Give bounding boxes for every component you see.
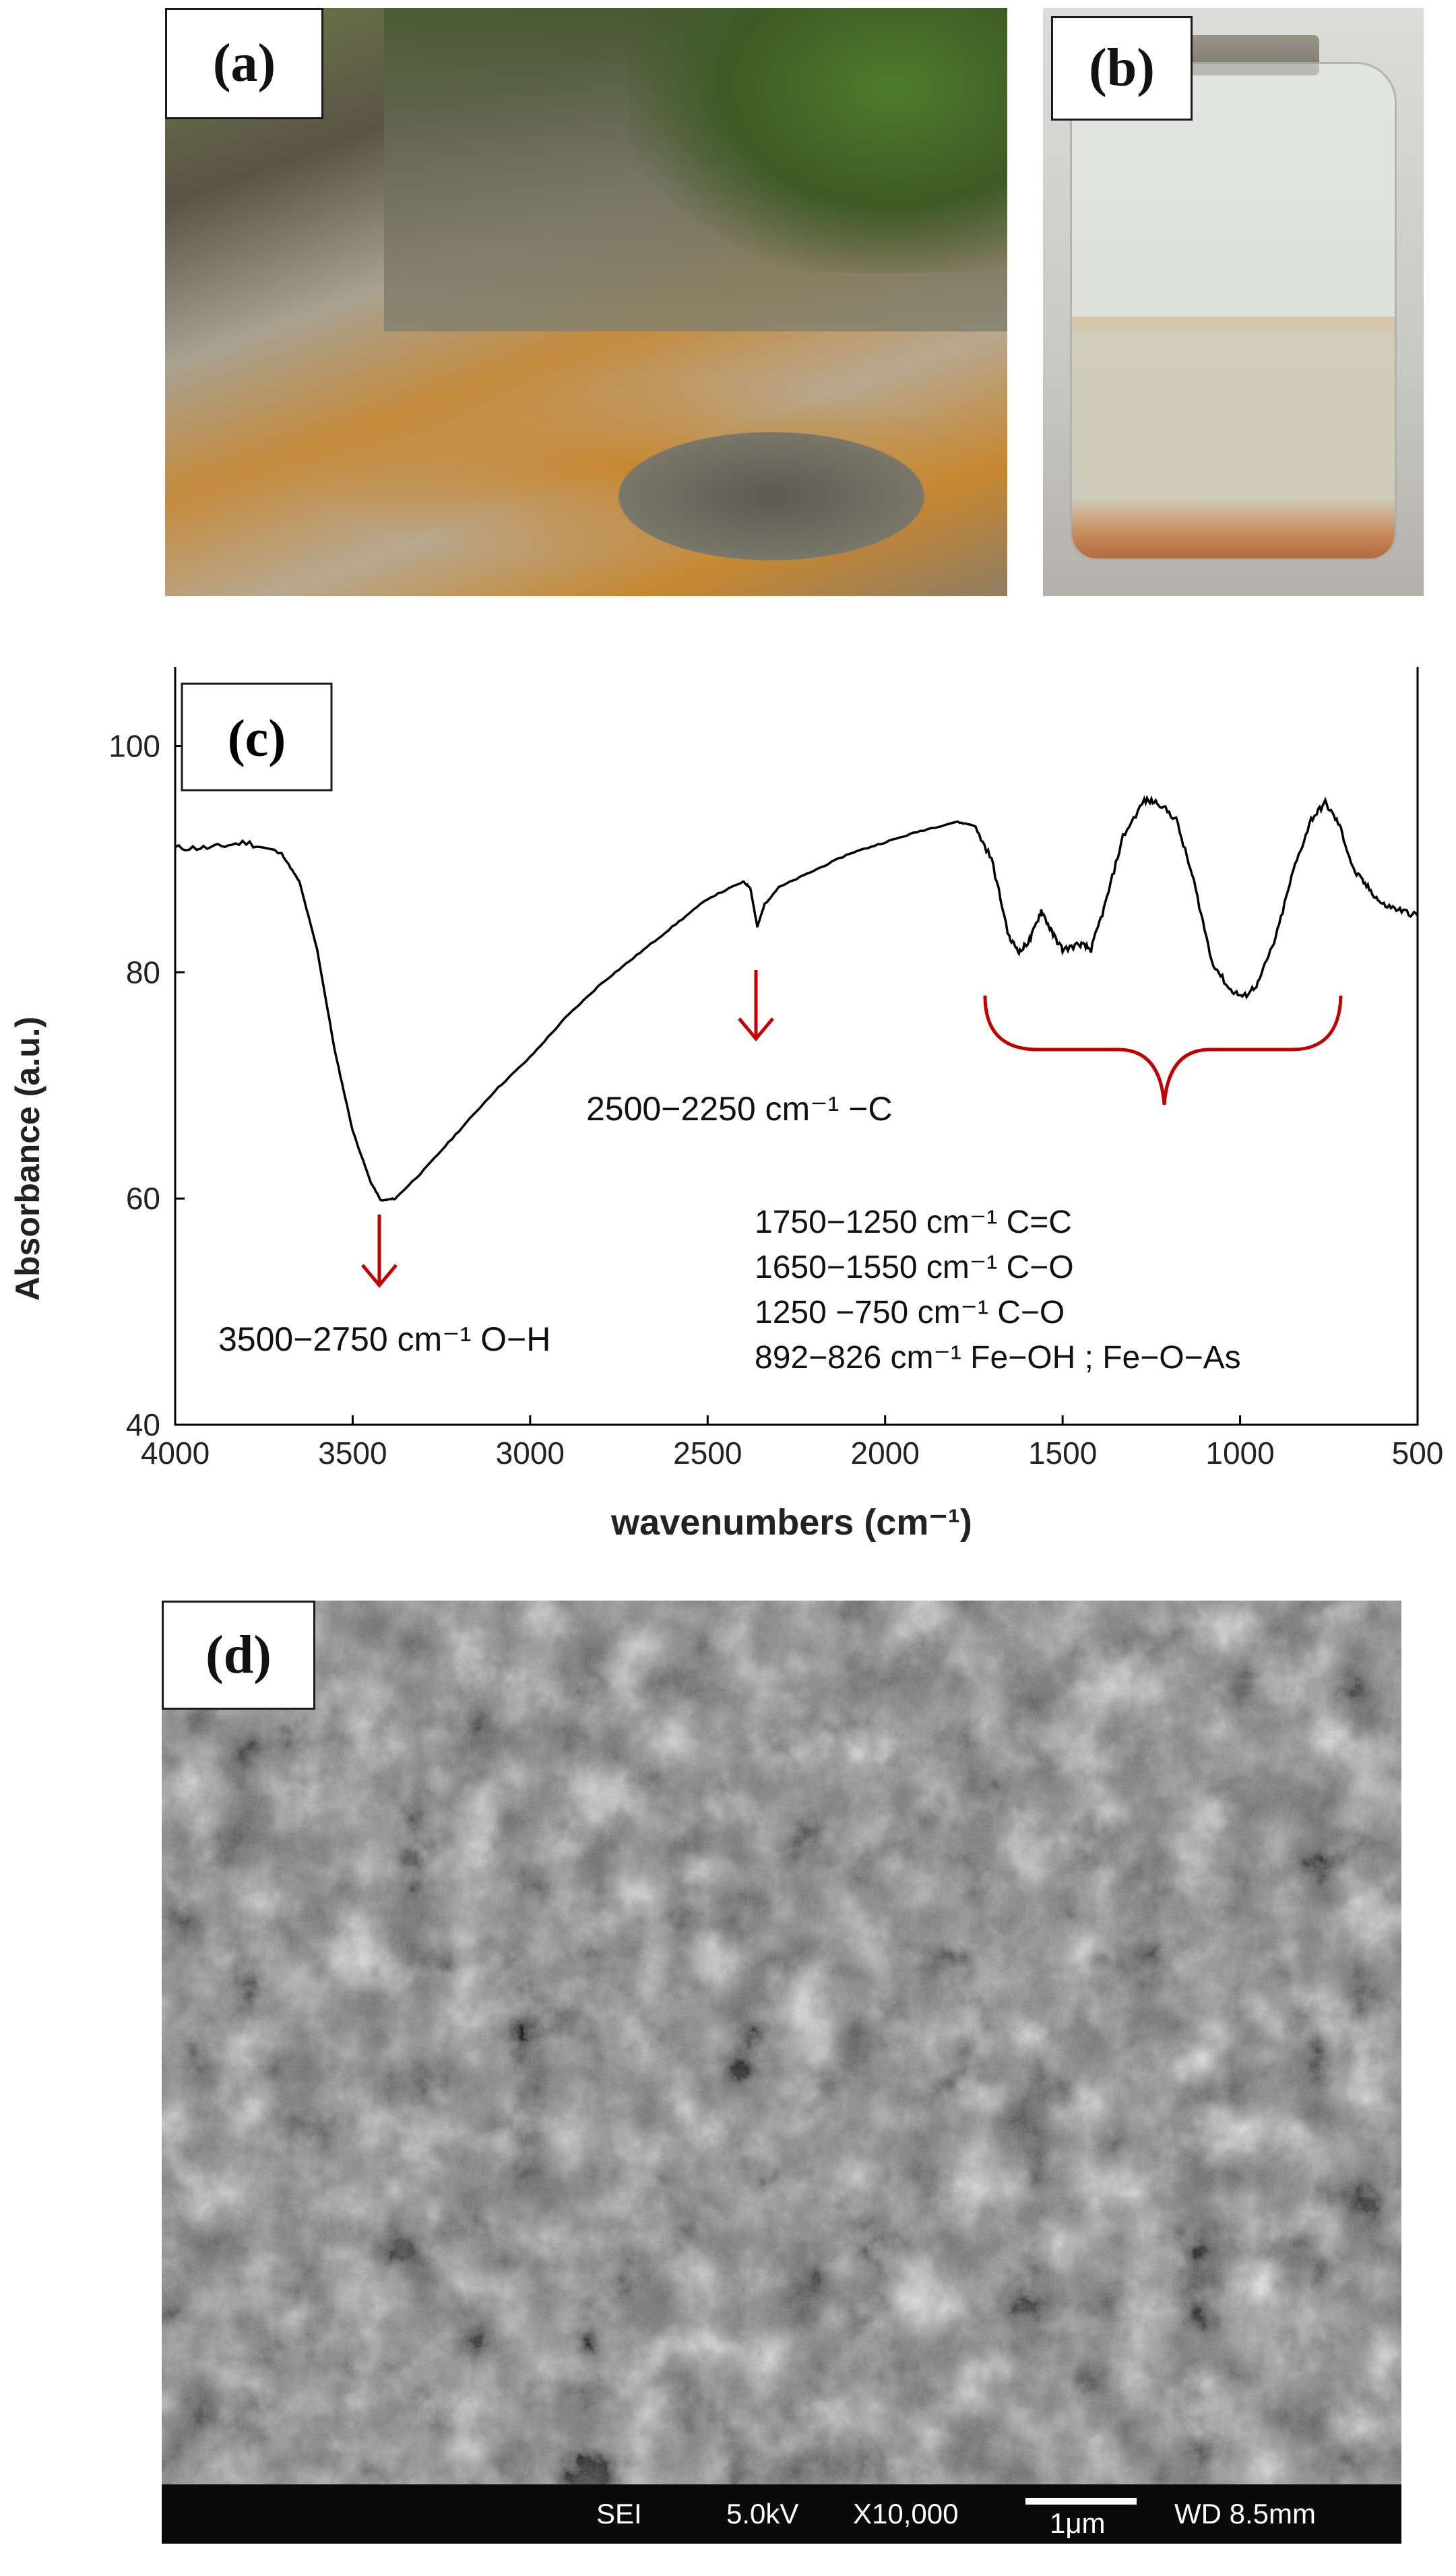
jar-liquid bbox=[1072, 317, 1395, 558]
x-tick-label: 2000 bbox=[851, 1436, 920, 1471]
panel-label-b: (b) bbox=[1051, 16, 1193, 121]
ftir-chart: 4000 3500 3000 2500 2000 1500 1000 500 40 60 80 100… bbox=[9, 667, 1443, 1543]
sem-texture bbox=[162, 1601, 1401, 2544]
panel-label-c: (c) bbox=[228, 709, 286, 767]
sem-wd: WD 8.5mm bbox=[1174, 2498, 1316, 2530]
x-tick-label: 1500 bbox=[1028, 1436, 1097, 1471]
jar bbox=[1070, 62, 1397, 560]
y-tick-label: 100 bbox=[108, 729, 160, 764]
c-arrow-head bbox=[738, 1017, 774, 1041]
x-tick-label: 3500 bbox=[318, 1436, 387, 1471]
band-label-3: 1250 −750 cm⁻¹ C−O bbox=[755, 1295, 1065, 1330]
panel-label-c-box bbox=[181, 682, 333, 792]
sem-voltage: 5.0kV bbox=[726, 2498, 799, 2530]
y-tick-label: 80 bbox=[126, 955, 160, 990]
sem-scale: 1μm bbox=[1050, 2507, 1106, 2539]
sem-info-bar: SEI 5.0kV X10,000 1μm WD 8.5mm bbox=[162, 2484, 1401, 2544]
sem-magnification: X10,000 bbox=[853, 2498, 959, 2530]
band-label-2: 1650−1550 cm⁻¹ C−O bbox=[755, 1250, 1074, 1285]
band-label-4: 892−826 cm⁻¹ Fe−OH ; Fe−O−As bbox=[755, 1340, 1241, 1376]
y-axis-title: Absorbance (a.u.) bbox=[9, 1017, 46, 1301]
bands-bracket bbox=[983, 995, 1343, 1105]
foliage bbox=[628, 8, 1007, 273]
photo-jar: (b) bbox=[1043, 8, 1424, 596]
panel-label-a: (a) bbox=[165, 8, 323, 119]
panel-label-d: (d) bbox=[162, 1601, 315, 1710]
sem-mode: SEI bbox=[596, 2498, 642, 2530]
chart-axes bbox=[174, 667, 1419, 1426]
x-tick-label: 500 bbox=[1392, 1436, 1444, 1471]
x-tick-label: 2500 bbox=[673, 1436, 742, 1471]
scale-bar bbox=[1025, 2498, 1137, 2505]
annotation-marks bbox=[361, 970, 1343, 1288]
oh-arrow-head bbox=[361, 1264, 398, 1288]
c-band-label: 2500−2250 cm⁻¹ −C bbox=[586, 1090, 892, 1128]
oh-band-label: 3500−2750 cm⁻¹ O−H bbox=[218, 1320, 550, 1358]
x-axis-title: wavenumbers (cm⁻¹) bbox=[610, 1502, 972, 1543]
y-tick-label: 60 bbox=[126, 1181, 160, 1216]
plot-frame bbox=[174, 667, 1419, 1426]
x-tick-label: 1000 bbox=[1205, 1436, 1274, 1471]
sem-image: (d) SEI 5.0kV X10,000 1μm WD 8.5mm bbox=[162, 1601, 1401, 2544]
x-tick-label: 3000 bbox=[496, 1436, 565, 1471]
x-tick-label: 4000 bbox=[141, 1436, 210, 1471]
y-tick-label: 40 bbox=[126, 1407, 160, 1442]
photo-stream: (a) bbox=[165, 8, 1007, 596]
spectrum-line bbox=[175, 794, 1419, 1202]
band-label-1: 1750−1250 cm⁻¹ C=C bbox=[755, 1204, 1072, 1240]
chart-ticks: 4000 3500 3000 2500 2000 1500 1000 500 40 60 80 100 bbox=[108, 729, 1443, 1471]
